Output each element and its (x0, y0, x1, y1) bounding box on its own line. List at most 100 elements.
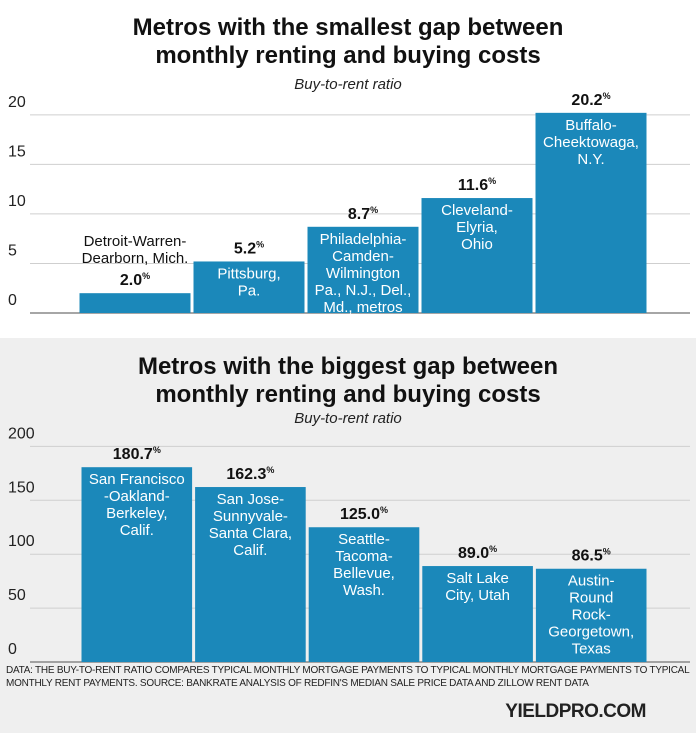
text-part: 8.7 (348, 206, 370, 223)
bar (307, 226, 419, 313)
text-part: 89.0 (458, 545, 489, 562)
text-part: Pittsburg, (217, 265, 280, 282)
text-part: 86.5 (572, 548, 603, 565)
text-part: % (488, 176, 496, 186)
brand: YIELDPRO.COM (505, 701, 646, 722)
text-part: Georgetown, (548, 624, 634, 641)
footnote: DATA: THE BUY-TO-RENT RATIO COMPARES TYP… (6, 665, 690, 689)
chart-subtitle: Buy-to-rent ratio (294, 76, 402, 93)
text-part: Tacoma- (335, 548, 393, 565)
chart-title: Metros with the biggest gap between mont… (137, 353, 559, 408)
value-label: 162.3% (226, 465, 274, 483)
text-part: Rock- (572, 607, 611, 624)
category-label: Detroit-Warren-Dearborn, Mich. (82, 233, 189, 267)
text-part: Cheektowaga, (543, 134, 639, 151)
text-part: Camden- (332, 248, 394, 265)
text-part: % (370, 205, 378, 215)
category-label: Salt Lake City, Utah (445, 570, 510, 604)
text-part: 2.0 (120, 272, 142, 289)
category-label: Pittsburg, Pa. (217, 265, 280, 299)
y-tick-label: 200 (8, 425, 35, 442)
text-part: Texas (572, 641, 611, 658)
y-tick-label: 100 (8, 533, 35, 550)
value-label: 20.2% (571, 91, 610, 109)
bar (195, 487, 306, 662)
text-part: % (256, 239, 264, 249)
text-part: % (380, 505, 388, 515)
text-part: 180.7 (113, 446, 153, 463)
text-part: San Jose- (217, 491, 285, 508)
text-part: Austin- (568, 573, 615, 590)
text-part: 20.2 (571, 92, 602, 109)
category-label: Seattle-Tacoma-Bellevue, Wash. (333, 531, 395, 599)
text-part: Wilmington (326, 265, 400, 282)
bar (81, 467, 193, 662)
y-tick-label: 5 (8, 242, 17, 259)
y-tick-label: 150 (8, 479, 35, 496)
text-part: Cleveland- (441, 202, 513, 219)
text-part: Philadelphia- (320, 231, 407, 248)
bar (308, 527, 420, 662)
bar (535, 112, 647, 313)
text-part: Dearborn, Mich. (82, 250, 189, 267)
text-part: % (266, 465, 274, 475)
text-part: Berkeley, (106, 505, 167, 522)
text-part: City, Utah (445, 587, 510, 604)
bar (535, 568, 647, 662)
text-part: Detroit-Warren- (84, 233, 187, 250)
y-tick-label: 0 (8, 641, 17, 658)
text-part: -Oakland- (104, 488, 170, 505)
text-part: % (603, 547, 611, 557)
text-part: 162.3 (226, 466, 266, 483)
bar (193, 261, 305, 313)
text-part: N.Y. (577, 151, 604, 168)
y-tick-label: 50 (8, 587, 26, 604)
category-label: San Jose-Sunnyvale-Santa Clara, Calif. (209, 491, 292, 559)
text-part: Round (569, 590, 613, 607)
y-tick-label: 20 (8, 94, 26, 111)
chart-subtitle: Buy-to-rent ratio (294, 410, 402, 427)
text-part: Calif. (233, 542, 267, 559)
text-part: Pa., N.J., Del., (315, 282, 412, 299)
bar (422, 566, 533, 662)
text-part: % (489, 544, 497, 554)
text-part: Elyria, (456, 219, 498, 236)
text-part: % (142, 271, 150, 281)
value-label: 11.6% (458, 176, 496, 194)
value-label: 89.0% (458, 544, 497, 562)
value-label: 86.5% (572, 547, 611, 565)
bar (421, 198, 533, 313)
text-part: Wash. (343, 582, 385, 599)
text-part: 11.6 (458, 177, 488, 194)
value-label: 125.0% (340, 505, 388, 523)
text-part: Santa Clara, (209, 525, 292, 542)
value-label: 180.7% (113, 445, 161, 463)
y-tick-label: 0 (8, 292, 17, 309)
text-part: % (153, 445, 161, 455)
category-label: Austin-Round Rock-Georgetown, Texas (548, 573, 634, 658)
value-label: 8.7% (348, 205, 378, 223)
text-part: Pa. (238, 282, 261, 299)
bar (79, 293, 191, 313)
text-part: 125.0 (340, 506, 380, 523)
text-part: Calif. (120, 522, 154, 539)
text-part: Sunnyvale- (213, 508, 288, 525)
text-part: San Francisco (89, 471, 185, 488)
chart-title: Metros with the smallest gap between mon… (132, 14, 564, 69)
value-label: 5.2% (234, 239, 264, 257)
category-label: Philadelphia-Camden-Wilmington Pa., N.J.,… (315, 231, 412, 316)
text-part: Seattle- (338, 531, 390, 548)
text-part: % (603, 91, 611, 101)
text-part: Bellevue, (333, 565, 395, 582)
text-part: Md., metros (323, 299, 402, 316)
text-part: 5.2 (234, 240, 256, 257)
category-label: Cleveland-Elyria, Ohio (441, 202, 513, 253)
value-label: 2.0% (120, 271, 150, 289)
y-tick-label: 10 (8, 193, 26, 210)
category-label: San Francisco -Oakland-Berkeley, Calif. (89, 471, 185, 539)
text-part: Salt Lake (446, 570, 509, 587)
text-part: Ohio (461, 236, 493, 253)
category-label: Buffalo-Cheektowaga, N.Y. (543, 117, 639, 168)
